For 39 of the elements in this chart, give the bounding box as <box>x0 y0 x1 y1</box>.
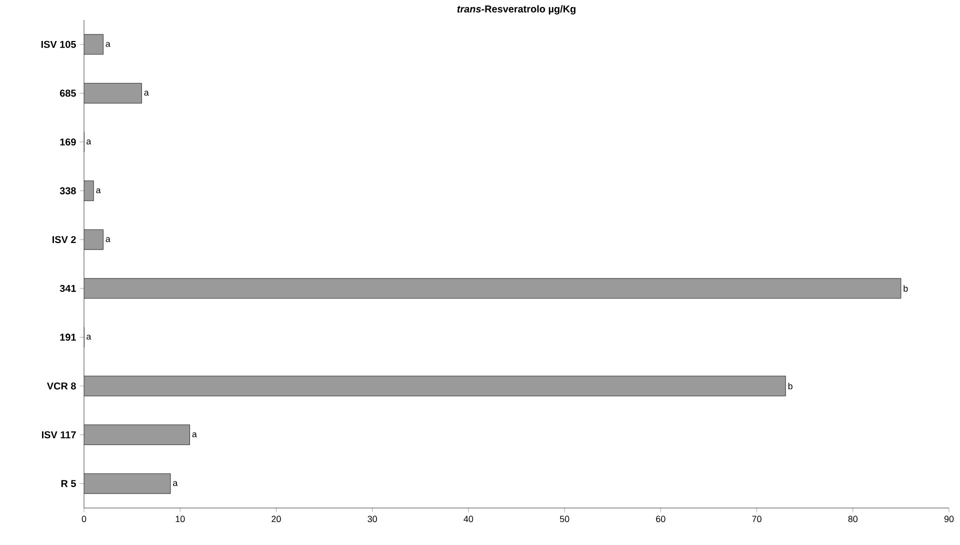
y-tick-label: ISV 2 <box>52 236 76 244</box>
x-tick-label: 40 <box>464 516 474 522</box>
bar <box>84 229 104 250</box>
x-tick-label: 90 <box>944 516 954 522</box>
x-tick-label: 80 <box>848 516 858 522</box>
x-tick-label: 50 <box>560 516 570 522</box>
data-label: a <box>106 42 110 47</box>
data-label: a <box>144 90 149 96</box>
bar <box>84 180 94 201</box>
x-tick-label: 0 <box>82 516 86 522</box>
data-label: a <box>86 334 92 340</box>
y-tick-label: 338 <box>60 187 76 194</box>
data-label: b <box>904 285 908 292</box>
data-label: a <box>106 237 110 242</box>
bar <box>84 424 190 445</box>
y-tick-label: VCR 8 <box>46 382 76 390</box>
data-label: a <box>192 432 197 438</box>
data-label: a <box>86 140 92 144</box>
data-label: b <box>788 382 792 390</box>
x-tick-label: 70 <box>752 516 762 522</box>
x-tick-label: 10 <box>176 516 185 522</box>
data-label: a <box>173 481 178 486</box>
bar <box>84 34 104 55</box>
y-tick-label: 169 <box>60 138 76 146</box>
y-tick-label: ISV 105 <box>41 40 76 48</box>
y-tick-label: R 5 <box>61 480 76 488</box>
data-label: a <box>96 188 101 194</box>
x-tick-label: 20 <box>272 516 281 522</box>
bar <box>84 278 902 299</box>
bar <box>84 376 786 396</box>
y-tick-label: ISV 117 <box>42 431 76 438</box>
bar <box>84 83 142 104</box>
x-tick-label: 60 <box>656 516 666 522</box>
chart-title: trans-Resveratrolo µg/Kg <box>457 5 576 14</box>
y-tick-label: 341 <box>60 284 76 292</box>
bar <box>84 473 171 494</box>
x-tick-label: 30 <box>368 516 377 522</box>
y-tick-label: 191 <box>60 334 76 341</box>
y-tick-label: 685 <box>60 90 76 97</box>
